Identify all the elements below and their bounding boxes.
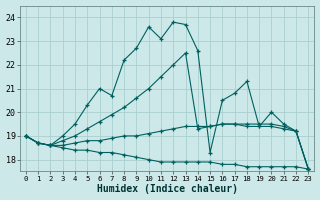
X-axis label: Humidex (Indice chaleur): Humidex (Indice chaleur) xyxy=(97,184,237,194)
